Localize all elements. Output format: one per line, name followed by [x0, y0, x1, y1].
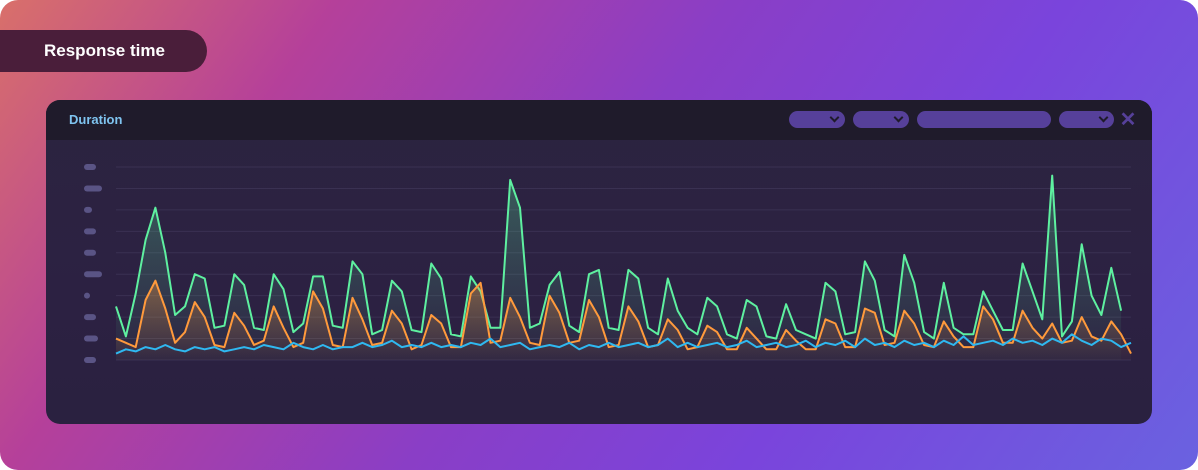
y-tick-label: [84, 185, 102, 192]
series-line-1: [115, 279, 1132, 355]
y-tick-label: [84, 271, 102, 278]
y-tick-label: [84, 249, 96, 256]
close-icon[interactable]: ✕: [1119, 109, 1137, 131]
y-tick-label: [84, 206, 92, 213]
line-chart: [84, 164, 1132, 363]
series-line-2: [115, 333, 1132, 355]
panel-header: Duration ✕: [46, 100, 1152, 140]
range-bar[interactable]: [917, 111, 1051, 128]
chart-panel: Duration ✕: [46, 100, 1152, 424]
y-tick-label: [84, 314, 96, 321]
y-tick-label: [84, 228, 96, 235]
dropdown-2[interactable]: [853, 111, 909, 128]
y-axis-ticks: [84, 164, 102, 363]
series-line-0: [115, 174, 1123, 340]
y-tick-label: [84, 164, 96, 170]
page-title: Response time: [0, 30, 207, 72]
dropdown-3[interactable]: [1059, 111, 1114, 128]
dropdown-1[interactable]: [789, 111, 845, 128]
y-tick-label: [84, 335, 98, 342]
panel-title: Duration: [69, 112, 123, 127]
y-tick-label: [84, 292, 90, 299]
series-layer: [115, 174, 1132, 360]
y-tick-label: [84, 357, 96, 363]
